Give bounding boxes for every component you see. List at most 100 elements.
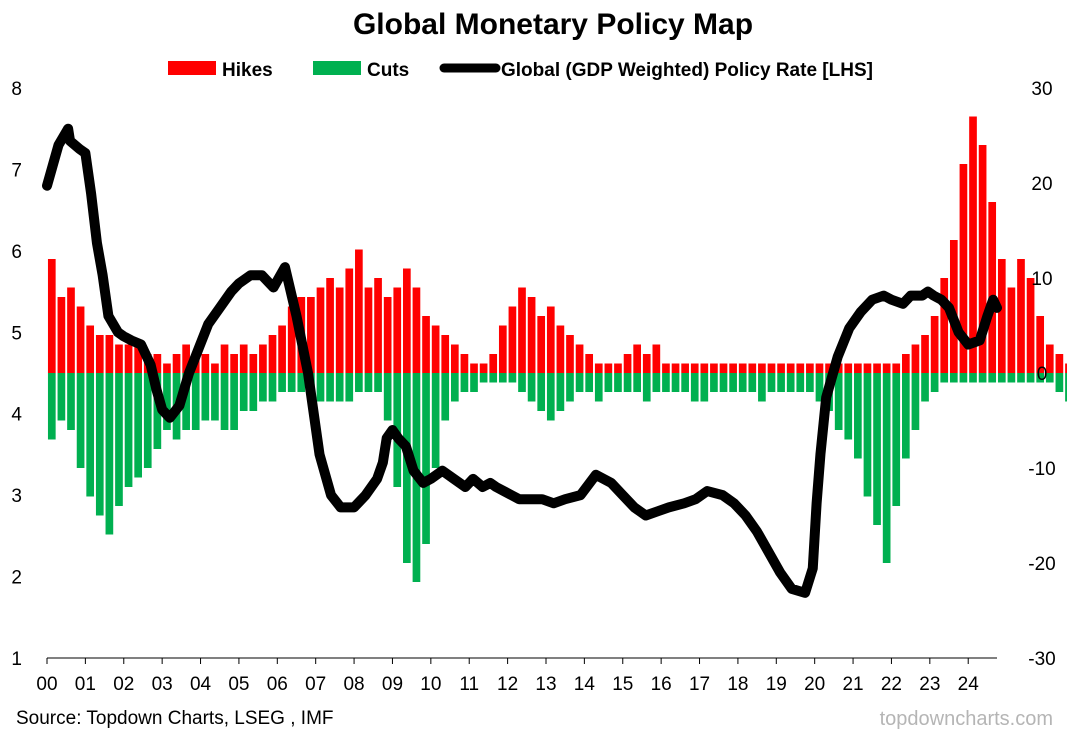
cut-bar	[777, 373, 785, 392]
hike-bar	[719, 363, 728, 373]
right-tick-label: 20	[1031, 174, 1052, 195]
cut-bar	[969, 373, 977, 383]
hike-bar	[873, 363, 881, 373]
cut-bar	[863, 373, 872, 497]
cut-bar	[690, 373, 699, 402]
cut-bar	[143, 373, 152, 468]
hike-bar	[671, 363, 680, 373]
x-tick-label: 16	[651, 674, 672, 695]
cut-bar	[921, 373, 929, 402]
cut-bar	[201, 373, 210, 421]
hike-bar	[930, 316, 939, 373]
hike-bar	[1065, 363, 1067, 373]
cut-bar	[441, 373, 450, 421]
hike-bar	[681, 363, 689, 373]
hike-bar	[335, 287, 344, 373]
hike-bar	[902, 354, 910, 373]
hike-bar	[518, 287, 526, 373]
left-tick-label: 7	[11, 160, 22, 181]
hike-bar	[863, 363, 872, 373]
x-axis: 00 01 02 03 04 05 06 07 08 09 10 11 12 13 14 15 16 17 18 19…	[36, 657, 997, 695]
cut-bar	[403, 373, 411, 563]
hike-bar	[662, 363, 670, 373]
x-tick-label: 20	[804, 674, 825, 695]
cut-bar	[374, 373, 382, 392]
cut-bar	[76, 373, 85, 468]
cut-bar	[873, 373, 881, 525]
x-tick-label: 00	[36, 674, 57, 695]
hike-bar	[345, 268, 354, 373]
cut-bar	[978, 373, 987, 383]
hike-bar	[642, 354, 651, 373]
hike-bar	[86, 325, 95, 373]
hike-bar	[76, 306, 85, 373]
hike-bar	[431, 325, 440, 373]
x-tick-label: 09	[382, 674, 403, 695]
cut-bar	[460, 373, 469, 392]
hike-bar	[652, 344, 661, 373]
cut-bar	[364, 373, 373, 392]
hike-bar	[806, 363, 814, 373]
x-tick-label: 14	[574, 674, 596, 695]
cut-bar	[949, 373, 958, 383]
hike-bar	[892, 363, 901, 373]
policy-rate-line	[42, 123, 1002, 598]
right-tick-label: 30	[1031, 79, 1052, 100]
hike-bar	[47, 259, 56, 373]
hike-bar	[403, 268, 411, 373]
hike-bar	[163, 363, 171, 373]
cut-bar	[259, 373, 267, 402]
hike-bar	[997, 259, 1006, 373]
cut-bar	[268, 373, 277, 402]
x-tick-label: 06	[267, 674, 288, 695]
cut-bar	[844, 373, 853, 440]
cut-bar	[134, 373, 142, 478]
hike-bar	[585, 354, 594, 373]
hike-bar	[546, 306, 555, 373]
hike-bar	[239, 344, 248, 373]
hike-bar	[796, 363, 805, 373]
left-axis: 1 2 3 4 5 6 7 8	[11, 79, 22, 670]
cut-bar	[211, 373, 219, 421]
hike-bar	[767, 363, 776, 373]
cut-bar	[930, 373, 939, 392]
cut-bar	[1026, 373, 1035, 383]
left-tick-label: 5	[11, 323, 22, 344]
right-tick-label: -30	[1028, 649, 1055, 670]
hike-bar	[460, 354, 469, 373]
hike-bar	[355, 249, 363, 373]
x-tick-label: 01	[75, 674, 96, 695]
cut-bar	[815, 373, 824, 402]
x-tick-label: 05	[228, 674, 249, 695]
cut-bar	[67, 373, 75, 430]
cut-bar	[47, 373, 56, 440]
cut-bar	[767, 373, 776, 392]
hike-bar	[1055, 354, 1064, 373]
hike-bar	[1017, 259, 1025, 373]
cut-bar	[326, 373, 334, 402]
x-tick-label: 15	[612, 674, 633, 695]
hike-bar	[287, 306, 296, 373]
cut-bar	[220, 373, 229, 430]
cut-bar	[854, 373, 862, 459]
hike-bar	[57, 297, 66, 373]
x-tick-label: 18	[727, 674, 748, 695]
cut-bar	[163, 373, 171, 430]
hike-bar	[700, 363, 709, 373]
cut-bar	[633, 373, 641, 392]
x-tick-label: 12	[497, 674, 518, 695]
hike-bar	[489, 354, 498, 373]
hike-bar	[508, 306, 517, 373]
cut-bar	[681, 373, 689, 392]
hike-bar	[134, 344, 142, 373]
cut-bar	[940, 373, 949, 383]
cut-bar	[479, 373, 488, 383]
hike-bar	[211, 363, 219, 373]
hike-bar	[479, 363, 488, 373]
right-tick-label: -20	[1028, 554, 1055, 575]
cut-bar	[662, 373, 670, 392]
cut-bar	[729, 373, 737, 392]
hike-bar	[124, 344, 133, 373]
cut-bar	[988, 373, 997, 383]
cut-bar	[566, 373, 574, 402]
